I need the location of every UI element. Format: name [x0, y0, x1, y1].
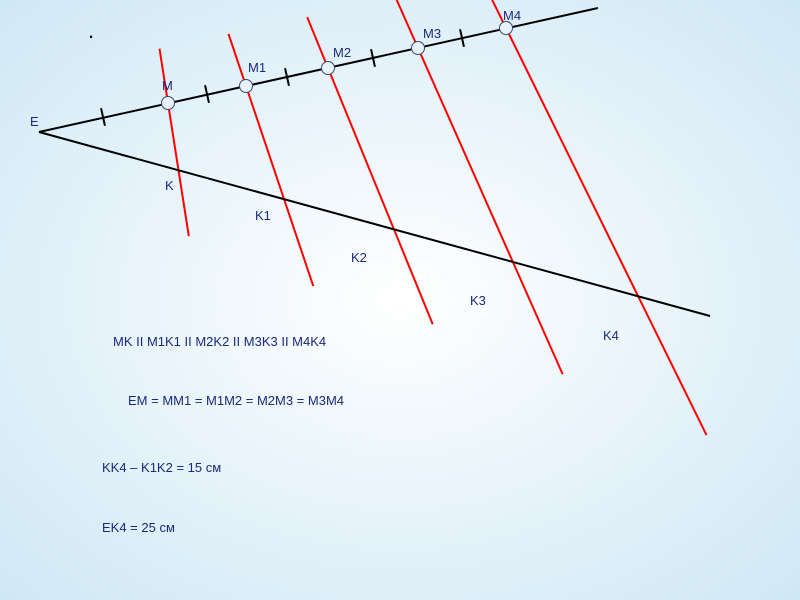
statement-kk4-diff: KK4 – K1K2 = 15 см: [102, 460, 221, 475]
label-m2: M2: [333, 45, 351, 60]
label-m: M: [162, 78, 173, 93]
label-k3: K3: [470, 293, 486, 308]
diagram-canvas: E M M1 M2 M3 M4 K K1 K2 K3 K4 . MK II M1…: [0, 0, 800, 600]
geometry-overlay: [0, 0, 800, 600]
label-m1: M1: [248, 60, 266, 75]
statement-equal-segments: EM = MM1 = M1M2 = M2M3 = M3M4: [128, 393, 344, 408]
label-m3: M3: [423, 26, 441, 41]
label-k4: K4: [603, 328, 619, 343]
statement-parallels: MK II M1K1 II M2K2 II M3K3 II M4K4: [113, 334, 326, 349]
label-e: E: [30, 114, 39, 129]
label-k1: K1: [255, 208, 271, 223]
label-k: K: [165, 178, 174, 193]
statement-ek4: EK4 = 25 см: [102, 520, 175, 535]
label-m4: M4: [503, 8, 521, 23]
label-k2: K2: [351, 250, 367, 265]
decorative-dot: .: [88, 18, 94, 44]
